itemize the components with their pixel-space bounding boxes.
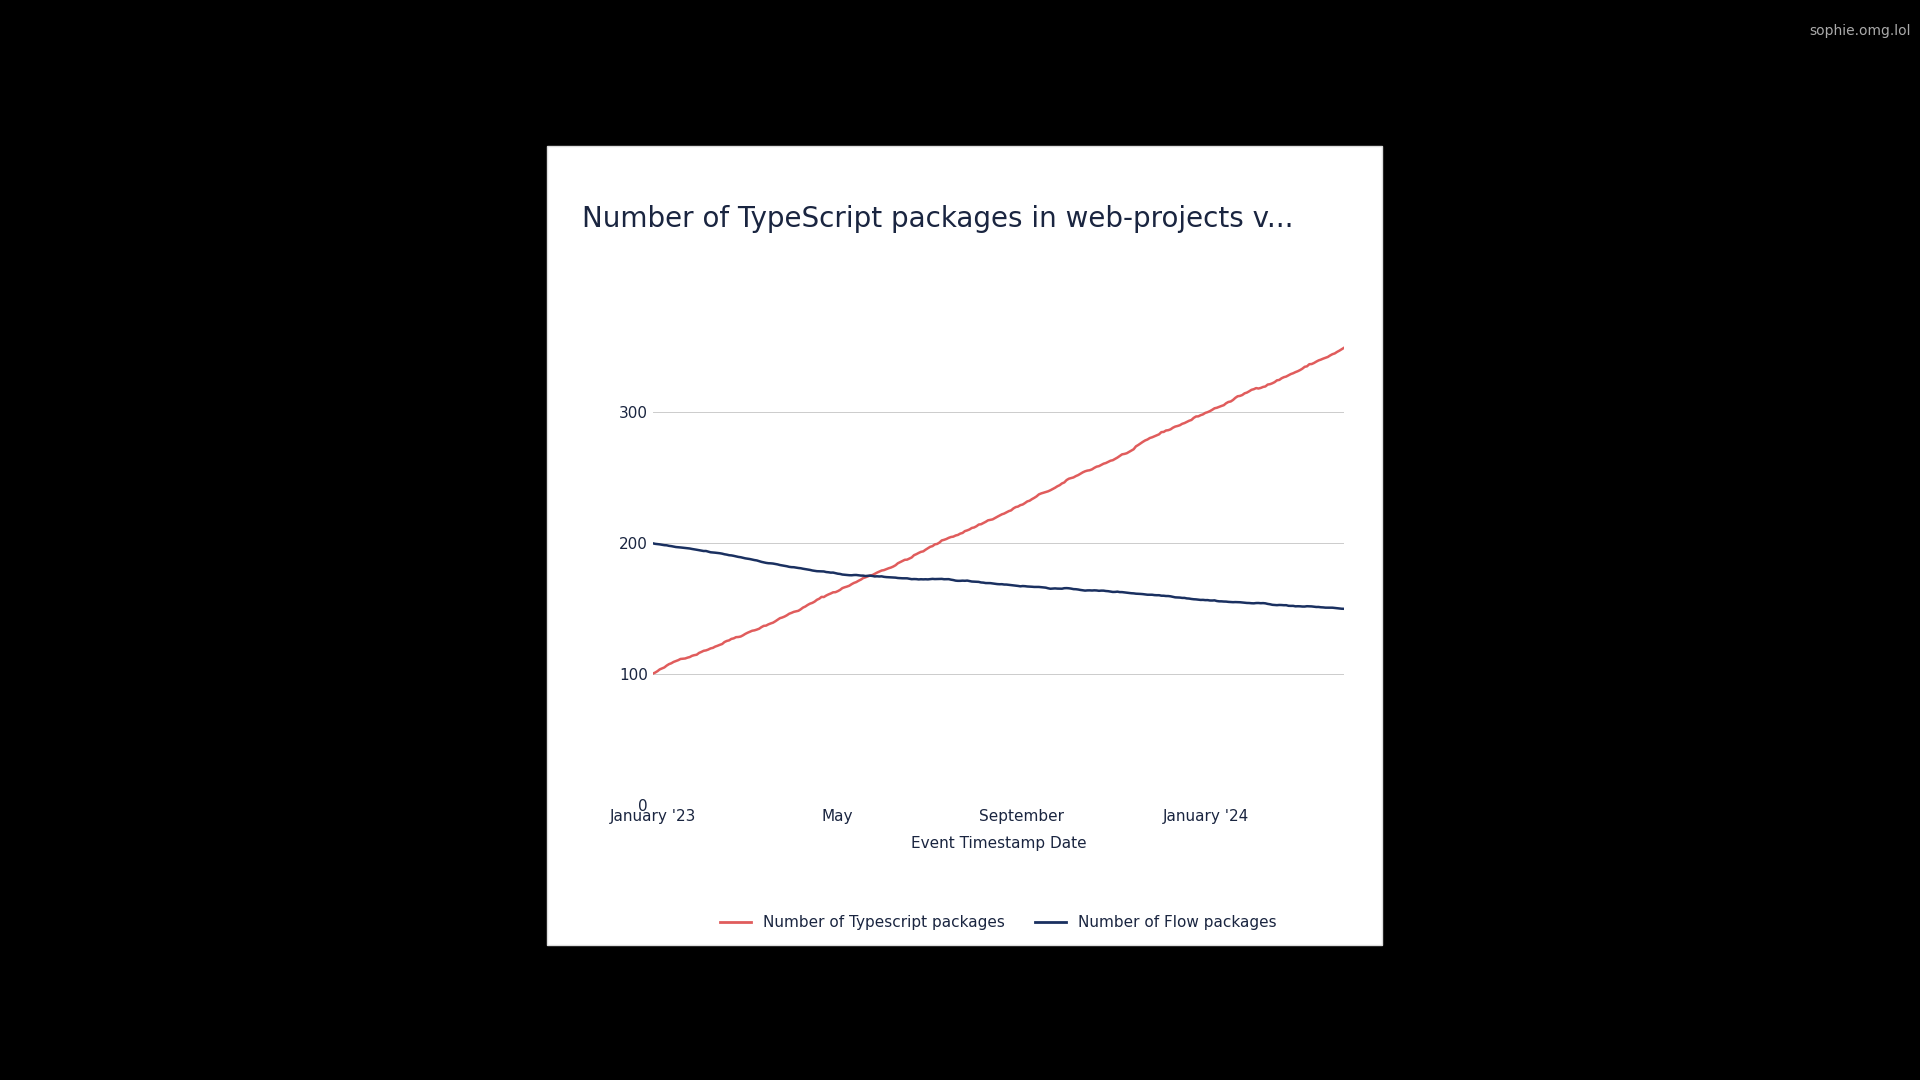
Text: sophie.omg.lol: sophie.omg.lol xyxy=(1809,24,1910,38)
Number of Flow packages xyxy=(1052,582,1075,595)
Text: Number of TypeScript packages in web-projects v...: Number of TypeScript packages in web-pro… xyxy=(582,205,1294,233)
X-axis label: Event Timestamp Date: Event Timestamp Date xyxy=(910,836,1087,851)
Number of Flow packages xyxy=(1050,582,1073,595)
Number of Typescript packages xyxy=(1332,341,1356,354)
Number of Flow packages xyxy=(643,538,666,551)
Legend: Number of Typescript packages, Number of Flow packages: Number of Typescript packages, Number of… xyxy=(714,909,1283,936)
Number of Typescript packages xyxy=(1267,374,1290,387)
Number of Flow packages xyxy=(1223,595,1246,608)
Number of Typescript packages xyxy=(1052,476,1075,489)
Number of Flow packages xyxy=(1064,583,1087,596)
Line: Number of Flow packages: Number of Flow packages xyxy=(653,543,1344,609)
Number of Flow packages xyxy=(1267,598,1290,611)
Line: Number of Typescript packages: Number of Typescript packages xyxy=(653,348,1344,674)
Number of Typescript packages xyxy=(1064,470,1087,483)
Number of Flow packages xyxy=(1332,603,1356,616)
Number of Typescript packages xyxy=(641,667,664,680)
Number of Typescript packages xyxy=(643,666,666,679)
Number of Typescript packages xyxy=(1223,391,1246,404)
Number of Flow packages xyxy=(641,537,664,550)
Number of Typescript packages xyxy=(1050,477,1073,490)
